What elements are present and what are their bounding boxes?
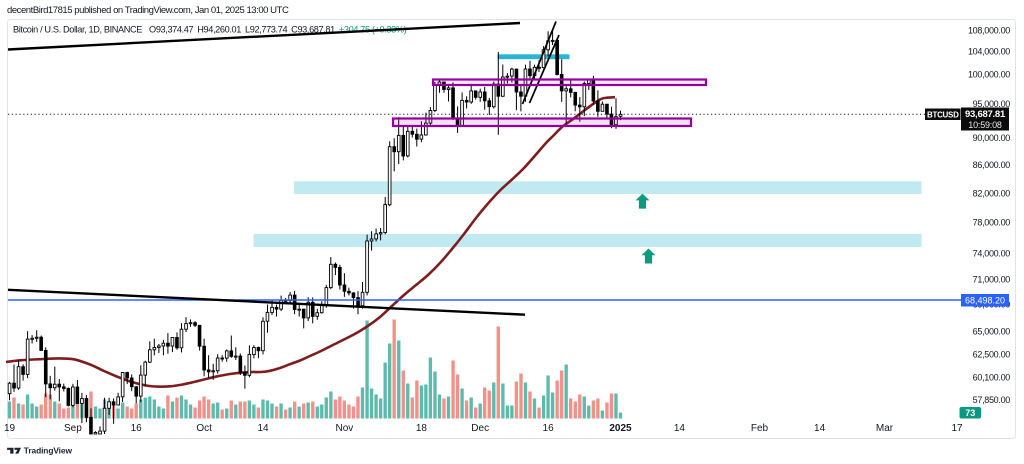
- svg-text:BTCUSD: BTCUSD: [927, 110, 959, 119]
- svg-text:90,000.00: 90,000.00: [973, 133, 1011, 143]
- svg-text:19: 19: [4, 423, 16, 434]
- svg-text:68,498.20: 68,498.20: [965, 296, 1005, 306]
- svg-text:2025: 2025: [609, 423, 632, 434]
- svg-text:16: 16: [131, 423, 143, 434]
- svg-text:Mar: Mar: [876, 423, 894, 434]
- svg-text:Feb: Feb: [751, 423, 769, 434]
- svg-text:57,850.00: 57,850.00: [973, 395, 1011, 405]
- svg-text:93,687.81: 93,687.81: [965, 109, 1006, 120]
- svg-text:17: 17: [951, 423, 963, 434]
- svg-text:104,000.00: 104,000.00: [968, 46, 1010, 56]
- svg-text:18: 18: [416, 423, 428, 434]
- svg-text:74,000.00: 74,000.00: [973, 248, 1011, 258]
- svg-text:86,000.00: 86,000.00: [973, 160, 1011, 170]
- svg-text:14: 14: [814, 423, 826, 434]
- svg-text:TradingView: TradingView: [24, 446, 73, 456]
- svg-text:14: 14: [674, 423, 686, 434]
- svg-text:73: 73: [965, 408, 975, 418]
- svg-text:16: 16: [543, 423, 555, 434]
- svg-text:108,000.00: 108,000.00: [968, 25, 1010, 35]
- svg-text:Bitcoin / U.S. Dollar, 1D, BIN: Bitcoin / U.S. Dollar, 1D, BINANCE O93,37…: [13, 25, 407, 35]
- svg-text:Nov: Nov: [336, 423, 354, 434]
- svg-text:78,000.00: 78,000.00: [973, 217, 1011, 227]
- svg-text:71,000.00: 71,000.00: [973, 274, 1011, 284]
- svg-text:Oct: Oct: [196, 423, 212, 434]
- svg-text:10:59:08: 10:59:08: [968, 120, 1002, 130]
- svg-text:82,000.00: 82,000.00: [973, 188, 1011, 198]
- svg-text:Dec: Dec: [471, 423, 489, 434]
- svg-text:95,000.00: 95,000.00: [973, 99, 1011, 109]
- svg-text:65,000.00: 65,000.00: [973, 326, 1011, 336]
- svg-text:100,000.00: 100,000.00: [968, 69, 1010, 79]
- svg-text:60,100.00: 60,100.00: [973, 372, 1011, 382]
- svg-text:62,500.00: 62,500.00: [973, 349, 1011, 359]
- svg-text:Sep: Sep: [64, 423, 82, 434]
- svg-text:14: 14: [257, 423, 269, 434]
